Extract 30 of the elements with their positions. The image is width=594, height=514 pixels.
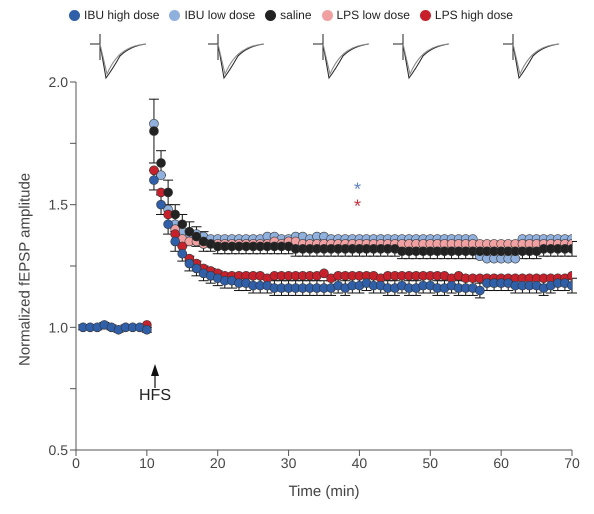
y-tick-label: 2.0 [48,74,68,90]
x-tick-label: 20 [210,454,226,471]
y-tick-label: 0.5 [48,442,68,458]
annotation: * [354,179,362,199]
legend-label: IBU high dose [84,8,160,22]
legend-label: saline [280,8,312,22]
x-tick-label: 60 [493,454,510,471]
y-axis-title: Normalized fEPSP amplitude [16,172,34,366]
point [184,226,194,236]
x-tick-label: 40 [352,454,368,471]
x-tick-label: 10 [139,454,155,471]
legend-label: IBU low dose [184,8,256,22]
y-tick-label: 1.0 [48,319,68,336]
x-tick-label: 0 [72,454,80,471]
point [156,158,166,168]
annotation: * [354,196,362,216]
x-tick-label: 50 [422,454,438,471]
point [156,170,166,180]
point [177,219,188,230]
legend-label: LPS high dose [434,8,513,22]
x-tick-label: 30 [280,454,297,471]
y-tick-label: 1.5 [48,196,68,213]
annotation: HFS [139,387,171,404]
legend-label: LPS low dose [336,8,410,22]
point [192,232,202,242]
x-tick-label: 70 [564,454,580,471]
point [149,126,159,136]
point [170,210,180,220]
x-axis-title: Time (min) [288,483,360,500]
point [163,188,173,198]
